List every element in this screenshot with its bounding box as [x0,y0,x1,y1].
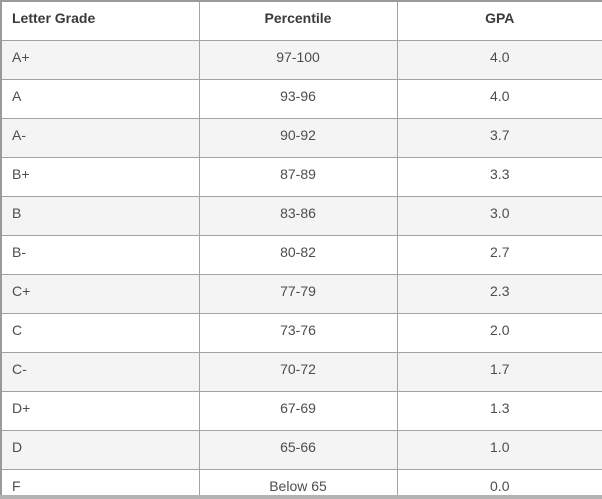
cell-letter-grade: A [0,79,200,119]
header-row: Letter Grade Percentile GPA [0,0,602,41]
table-row: D+ 67-69 1.3 [0,391,602,431]
cell-gpa: 4.0 [396,40,602,80]
cell-letter-grade: D+ [0,391,200,431]
col-header-letter-grade: Letter Grade [0,0,200,41]
cell-gpa: 1.0 [396,430,602,470]
cell-percentile: 97-100 [198,40,398,80]
cell-gpa: 3.0 [396,196,602,236]
cell-letter-grade: C [0,313,200,353]
table-row: B+ 87-89 3.3 [0,157,602,197]
cell-percentile: 80-82 [198,235,398,275]
cell-gpa: 3.3 [396,157,602,197]
table-row: D 65-66 1.0 [0,430,602,470]
cell-gpa: 0.0 [396,469,602,499]
cell-percentile: 65-66 [198,430,398,470]
cell-gpa: 2.7 [396,235,602,275]
table-row: C- 70-72 1.7 [0,352,602,392]
table-row: F Below 65 0.0 [0,469,602,499]
cell-percentile: Below 65 [198,469,398,499]
table-row: C 73-76 2.0 [0,313,602,353]
cell-letter-grade: C- [0,352,200,392]
table-row: A 93-96 4.0 [0,79,602,119]
cell-gpa: 2.0 [396,313,602,353]
cell-percentile: 77-79 [198,274,398,314]
cell-letter-grade: B+ [0,157,200,197]
cell-letter-grade: F [0,469,200,499]
col-header-gpa: GPA [396,0,602,41]
cell-gpa: 3.7 [396,118,602,158]
cell-letter-grade: D [0,430,200,470]
col-header-percentile: Percentile [198,0,398,41]
cell-percentile: 87-89 [198,157,398,197]
cell-gpa: 4.0 [396,79,602,119]
cell-gpa: 2.3 [396,274,602,314]
bottom-edge-strip [0,495,602,499]
table-row: C+ 77-79 2.3 [0,274,602,314]
cell-percentile: 70-72 [198,352,398,392]
table-row: A- 90-92 3.7 [0,118,602,158]
cell-gpa: 1.3 [396,391,602,431]
cell-letter-grade: B [0,196,200,236]
table-row: B 83-86 3.0 [0,196,602,236]
cell-letter-grade: B- [0,235,200,275]
cell-percentile: 73-76 [198,313,398,353]
cell-gpa: 1.7 [396,352,602,392]
cell-letter-grade: A+ [0,40,200,80]
cell-percentile: 67-69 [198,391,398,431]
cell-letter-grade: A- [0,118,200,158]
cell-percentile: 83-86 [198,196,398,236]
cell-letter-grade: C+ [0,274,200,314]
cell-percentile: 90-92 [198,118,398,158]
table-row: A+ 97-100 4.0 [0,40,602,80]
table-row: B- 80-82 2.7 [0,235,602,275]
cell-percentile: 93-96 [198,79,398,119]
